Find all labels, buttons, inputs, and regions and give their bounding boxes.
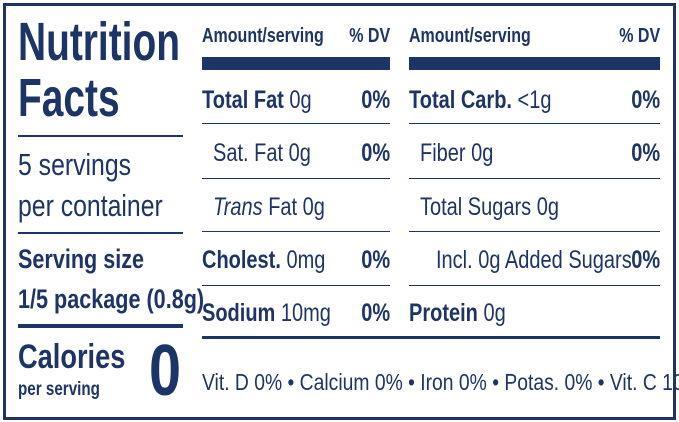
nutrient-amount: 0g xyxy=(483,299,506,327)
nutrient-dv: 0% xyxy=(631,86,660,114)
nutrient-amount: 0g xyxy=(471,139,494,167)
nutrient-row: Total Sugars 0g xyxy=(420,191,559,223)
column-header-amount: Amount/serving xyxy=(409,25,531,47)
nutrient-row: Trans Fat 0g xyxy=(213,191,325,223)
calories-label: Calories xyxy=(18,338,126,376)
nutrient-row: Fiber 0g xyxy=(420,137,493,169)
nutrient-amount: <1g xyxy=(517,86,552,114)
serving-size-value: 1/5 package (0.8g) xyxy=(18,284,205,314)
footer: Vit. D 0% • Calcium 0% • Iron 0% • Potas… xyxy=(202,369,679,395)
nutrient-amount: 0mg xyxy=(286,246,326,274)
column-header-dv: % DV xyxy=(619,25,660,47)
rule xyxy=(409,123,660,124)
rule xyxy=(202,285,390,286)
nutrient-name: Total Fat xyxy=(202,86,284,114)
nutrient-dv: 0% xyxy=(361,86,390,114)
rule xyxy=(409,178,660,179)
rule xyxy=(202,336,660,339)
nutrient-dv: 0% xyxy=(361,139,390,167)
rule xyxy=(202,178,390,179)
nutrient-name: Sodium xyxy=(202,299,276,327)
nutrient-row: Incl. 0g Added Sugars xyxy=(436,244,632,276)
column-header-dv: % DV xyxy=(349,25,390,47)
nutrient-row: Total Carb. <1g xyxy=(409,84,551,116)
nutrient-name: Protein xyxy=(409,299,478,327)
nutrient-name-italic: Trans xyxy=(213,193,263,221)
nutrient-name: Sat. Fat xyxy=(213,139,284,167)
nutrient-row: Sat. Fat 0g xyxy=(213,137,311,169)
calories-value: 0 xyxy=(148,331,181,411)
serving-size-label: Serving size xyxy=(18,244,145,274)
rule xyxy=(409,57,660,70)
nutrient-name: Incl. 0g Added Sugars xyxy=(436,246,632,274)
column-header-amount: Amount/serving xyxy=(202,25,324,47)
nutrient-dv: 0% xyxy=(631,139,660,167)
nutrient-dv: 0% xyxy=(631,246,660,274)
rule xyxy=(202,57,390,70)
nutrient-name: Cholest. xyxy=(202,246,281,274)
nutrient-name: Fiber xyxy=(420,139,466,167)
nutrient-dv: 0% xyxy=(361,246,390,274)
rule xyxy=(18,324,183,328)
nutrient-row: Total Fat 0g xyxy=(202,84,312,116)
nutrient-dv: 0% xyxy=(361,299,390,327)
rule xyxy=(409,231,660,232)
border xyxy=(3,3,676,420)
nutrient-name: Total Sugars xyxy=(420,193,532,221)
nutrient-amount: 0g xyxy=(536,193,559,221)
nutrient-amount: 0g xyxy=(288,139,311,167)
rule xyxy=(202,123,390,124)
nutrient-name: Fat xyxy=(268,193,298,221)
nutrient-amount: 10mg xyxy=(280,299,331,327)
rule xyxy=(18,232,183,234)
nutrient-name: Total Carb. xyxy=(409,86,512,114)
nutrient-amount: 0g xyxy=(289,86,312,114)
nutrient-row: Sodium 10mg xyxy=(202,297,331,329)
rule xyxy=(202,231,390,232)
nutrient-row: Protein 0g xyxy=(409,297,506,329)
servings: per container xyxy=(18,188,163,223)
servings: 5 servings xyxy=(18,147,132,182)
nutrient-row: Cholest. 0mg xyxy=(202,244,325,276)
rule xyxy=(18,135,183,137)
rule xyxy=(409,285,660,286)
nutrient-amount: 0g xyxy=(302,193,325,221)
title: Nutrition Facts xyxy=(18,12,180,128)
calories-sublabel: per serving xyxy=(18,379,100,400)
